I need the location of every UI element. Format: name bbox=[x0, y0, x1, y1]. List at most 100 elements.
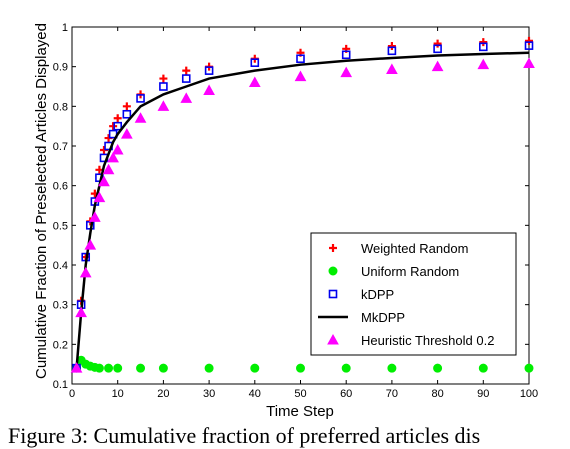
data-point bbox=[203, 84, 215, 95]
data-point bbox=[204, 66, 214, 75]
data-point bbox=[250, 58, 260, 68]
data-point bbox=[98, 175, 110, 187]
data-point bbox=[79, 266, 92, 278]
data-point bbox=[387, 46, 397, 56]
legend-label: Weighted Random bbox=[361, 241, 468, 256]
data-point bbox=[525, 36, 533, 45]
x-axis-label: Time Step bbox=[266, 403, 334, 420]
data-point bbox=[250, 363, 260, 373]
y-tick-label: 0.9 bbox=[53, 62, 68, 74]
data-point bbox=[159, 74, 168, 83]
data-point bbox=[524, 363, 534, 373]
x-tick-label: 90 bbox=[477, 388, 489, 400]
data-point bbox=[109, 122, 118, 131]
data-point bbox=[94, 363, 104, 373]
y-tick-label: 0.6 bbox=[53, 181, 68, 193]
y-tick-label: 0.1 bbox=[53, 379, 68, 391]
y-tick-label: 0.7 bbox=[53, 141, 68, 153]
data-point bbox=[89, 211, 101, 222]
data-point bbox=[122, 109, 132, 119]
data-point bbox=[113, 114, 122, 123]
data-point bbox=[431, 60, 444, 72]
data-point bbox=[113, 363, 123, 373]
legend-swatch-circle bbox=[328, 266, 338, 276]
legend-entry: MkDPP bbox=[318, 310, 405, 325]
legend-box bbox=[310, 232, 517, 356]
data-point bbox=[75, 306, 87, 318]
y-tick-label: 1 bbox=[62, 22, 68, 34]
data-point bbox=[387, 363, 397, 373]
data-point bbox=[248, 76, 261, 88]
x-tick-label: 0 bbox=[69, 388, 75, 400]
y-tick-label: 0.5 bbox=[53, 220, 68, 232]
data-series bbox=[70, 36, 535, 373]
y-tick-label: 0.3 bbox=[53, 300, 68, 312]
figure-caption: Figure 3: Cumulative fraction of preferr… bbox=[8, 423, 481, 448]
data-point bbox=[111, 143, 124, 155]
series-heuristic-threshold-0-2 bbox=[70, 57, 535, 373]
x-tick-label: 10 bbox=[112, 388, 124, 400]
y-tick-label: 0.2 bbox=[53, 339, 68, 351]
data-point bbox=[182, 66, 191, 75]
data-point bbox=[386, 63, 398, 74]
legend-swatch-plus bbox=[329, 244, 337, 252]
data-point bbox=[70, 362, 83, 373]
x-tick-label: 100 bbox=[520, 388, 538, 400]
data-point bbox=[136, 94, 145, 103]
data-point bbox=[433, 44, 442, 54]
data-point bbox=[158, 363, 168, 373]
y-tick-label: 0.8 bbox=[53, 101, 68, 113]
data-point bbox=[296, 363, 305, 373]
data-point bbox=[341, 363, 351, 373]
data-point bbox=[294, 70, 307, 82]
data-point bbox=[104, 363, 114, 373]
data-point bbox=[433, 363, 443, 373]
axes: 0 10 20 30 40 50 60 70 80 90 100 0.1 0.2 0.3 0.4 0.5 0.6… bbox=[53, 22, 538, 400]
data-point bbox=[341, 50, 351, 60]
x-tick-label: 40 bbox=[249, 388, 261, 400]
data-point bbox=[107, 151, 119, 163]
data-point bbox=[122, 102, 131, 111]
y-tick-label: 0.4 bbox=[53, 260, 68, 272]
legend-label: Uniform Random bbox=[361, 264, 459, 279]
data-point bbox=[204, 363, 214, 373]
x-tick-label: 70 bbox=[386, 388, 398, 400]
legend-label: MkDPP bbox=[361, 310, 405, 325]
data-point bbox=[120, 128, 133, 139]
data-point bbox=[102, 163, 115, 175]
data-point bbox=[157, 100, 170, 111]
series-uniform-random bbox=[72, 355, 534, 373]
data-point bbox=[523, 57, 535, 68]
data-point bbox=[387, 42, 396, 51]
x-tick-label: 20 bbox=[157, 388, 169, 400]
data-point bbox=[181, 74, 191, 83]
legend-entry: Heuristic Threshold 0.2 bbox=[327, 333, 494, 348]
data-point bbox=[479, 38, 488, 47]
data-point bbox=[477, 58, 490, 70]
data-point bbox=[84, 239, 97, 250]
legend: Weighted Random Uniform Random kDPP MkDPP He… bbox=[310, 232, 517, 356]
data-point bbox=[113, 121, 122, 131]
x-tick-label: 30 bbox=[203, 388, 215, 400]
y-axis-label: Cumulative Fraction of Preselected Artic… bbox=[33, 23, 50, 379]
legend-entry: kDPP bbox=[328, 287, 394, 302]
data-point bbox=[340, 66, 353, 78]
data-point bbox=[134, 112, 147, 123]
x-tick-label: 60 bbox=[340, 388, 352, 400]
legend-entry: Weighted Random bbox=[329, 241, 468, 256]
data-point bbox=[524, 41, 534, 50]
x-tick-label: 80 bbox=[431, 388, 443, 400]
data-point bbox=[478, 363, 488, 373]
data-point bbox=[93, 191, 106, 203]
data-point bbox=[136, 363, 146, 373]
data-point bbox=[159, 82, 168, 91]
data-point bbox=[296, 54, 305, 64]
legend-label: kDPP bbox=[361, 287, 394, 302]
legend-swatch-triangle bbox=[327, 333, 339, 345]
legend-swatch-square bbox=[328, 289, 338, 299]
legend-entry: Uniform Random bbox=[328, 264, 459, 279]
data-point bbox=[180, 92, 193, 103]
x-tick-label: 50 bbox=[294, 388, 306, 400]
data-point bbox=[478, 42, 488, 52]
